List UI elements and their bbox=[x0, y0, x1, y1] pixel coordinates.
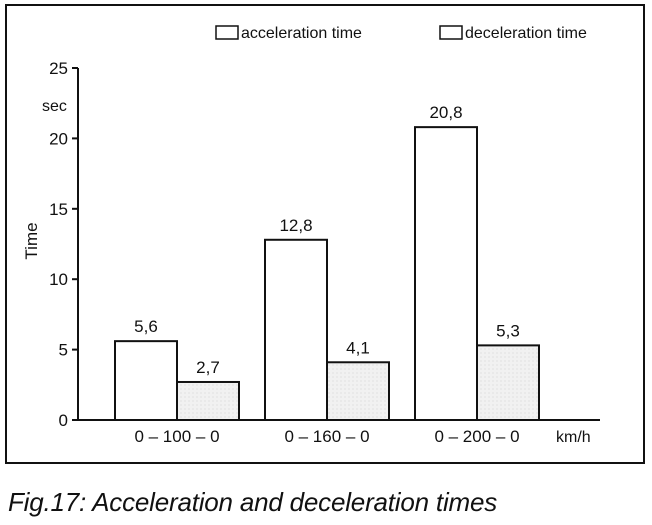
bar-value-label: 5,6 bbox=[134, 317, 158, 336]
y-tick-label: 0 bbox=[59, 411, 68, 430]
bar-deceleration bbox=[326, 361, 390, 422]
bar-acceleration bbox=[264, 238, 328, 421]
y-tick-label: 15 bbox=[49, 200, 68, 219]
x-tick-label: 0 – 100 – 0 bbox=[134, 427, 219, 446]
y-unit-label: sec bbox=[42, 98, 67, 115]
bar-deceleration bbox=[476, 344, 540, 422]
x-tick-label: 0 – 160 – 0 bbox=[284, 427, 369, 446]
bar-acceleration bbox=[114, 340, 178, 422]
legend-deceleration-label: deceleration time bbox=[465, 25, 587, 42]
figure-caption: Fig.17: Acceleration and deceleration ti… bbox=[8, 487, 498, 517]
bar-value-label: 5,3 bbox=[496, 321, 520, 340]
y-axis-label: Time bbox=[22, 222, 41, 259]
y-tick-label: 5 bbox=[59, 341, 68, 360]
bar-acceleration bbox=[414, 126, 478, 422]
x-tick-label: 0 – 200 – 0 bbox=[434, 427, 519, 446]
bar-deceleration bbox=[176, 380, 240, 422]
legend-deceleration-swatch bbox=[439, 25, 463, 40]
x-unit-label: km/h bbox=[556, 429, 591, 446]
bar-value-label: 12,8 bbox=[279, 216, 312, 235]
bar-value-label: 20,8 bbox=[429, 103, 462, 122]
y-tick-label: 20 bbox=[49, 129, 68, 148]
legend-acceleration-label: acceleration time bbox=[241, 25, 362, 42]
legend-acceleration-swatch bbox=[215, 25, 239, 40]
y-tick-label: 25 bbox=[49, 59, 68, 78]
y-tick-label: 10 bbox=[49, 270, 68, 289]
bar-value-label: 2,7 bbox=[196, 358, 220, 377]
bar-value-label: 4,1 bbox=[346, 338, 370, 357]
chart-frame bbox=[5, 4, 645, 464]
